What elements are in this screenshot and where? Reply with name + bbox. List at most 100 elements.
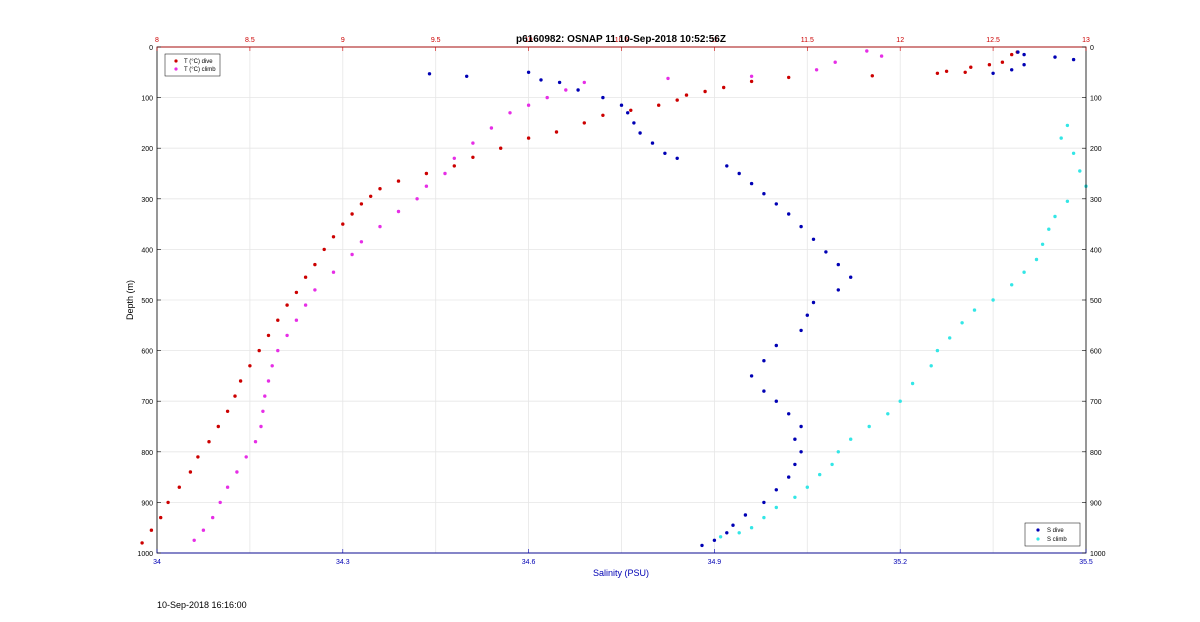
data-point [1071,57,1076,62]
data-point [244,455,248,459]
axis-ticks: 0 0 100 100 200 200 300 300 400 400 500 500 600 600 70… [137,37,1105,566]
data-point [424,171,429,176]
data-point [526,136,531,140]
series-t-c-climb [192,49,884,542]
bottom-tick-label: 34 [153,559,161,566]
data-point [805,485,809,489]
data-point [225,409,230,413]
top-tick-label: 8 [155,37,159,44]
data-point [1047,227,1051,231]
legend-marker-t-climb [174,67,178,71]
top-tick-label: 13 [1082,37,1090,44]
data-point [526,103,531,107]
series-layer [140,49,1088,548]
data-point [508,111,512,115]
y-tick-label-right: 0 [1090,45,1094,52]
data-point [799,328,803,333]
data-point [787,412,791,416]
y-tick-label: 500 [141,298,153,305]
data-point [836,262,840,267]
data-point [774,488,778,492]
data-point [1078,169,1082,173]
data-point [294,318,299,322]
data-point [427,72,432,76]
data-point [601,113,605,118]
top-tick-label: 10 [525,37,533,44]
data-point [1022,52,1026,57]
data-point [350,252,354,257]
legend-label-s-dive: S dive [1047,528,1064,534]
data-point [929,364,933,368]
data-point [712,538,717,542]
data-point [762,500,766,505]
data-point [666,76,670,81]
series-s-dive [427,50,1076,548]
y-tick-label: 1000 [137,551,153,558]
data-point [879,54,884,58]
data-point [774,505,778,510]
data-point [238,379,243,383]
data-point [849,275,853,279]
data-point [1065,123,1070,128]
legend-label-t-dive: T (°C) dive [184,59,213,65]
data-point [266,333,271,338]
data-point [836,288,840,292]
data-point [762,389,766,393]
y-tick-label-right: 200 [1090,146,1102,153]
data-point [225,485,230,489]
data-point [350,212,354,216]
data-point [824,250,828,254]
data-point [582,80,586,85]
y-tick-label-right: 1000 [1090,551,1106,558]
series-s-climb [718,123,1088,539]
top-tick-label: 10.5 [615,37,629,44]
data-point [285,333,289,338]
y-tick-label: 700 [141,399,153,406]
y-tick-label-right: 600 [1090,349,1102,356]
data-point [991,71,995,76]
data-point [257,348,261,353]
data-point [805,313,809,317]
data-point [396,179,401,183]
data-point [626,111,630,115]
grid [156,46,1087,554]
data-point [253,440,258,444]
data-point [539,78,543,82]
data-point [159,515,163,520]
data-point [270,364,274,368]
data-point [749,181,754,186]
data-point [675,98,679,102]
y-tick-label: 400 [141,247,153,254]
data-point [774,343,778,348]
data-point [1059,136,1063,140]
data-point [991,298,995,302]
data-point [276,318,280,322]
data-point [749,79,754,84]
y-tick-label: 0 [149,45,153,52]
data-point [166,500,170,505]
data-point [415,197,419,201]
data-point [452,156,456,160]
data-point [774,202,778,206]
data-point [650,141,655,145]
data-point [378,224,382,229]
legend-marker-s-dive [1036,528,1040,532]
data-point [341,222,345,226]
bottom-tick-label: 34.3 [336,559,350,566]
data-point [830,462,834,467]
footer-timestamp: 10-Sep-2018 16:16:00 [157,600,247,610]
data-point [657,103,661,107]
data-point [452,164,456,168]
data-point [787,212,791,216]
data-point [944,69,949,74]
data-point [526,70,531,75]
legend-label-s-climb: S climb [1047,537,1067,543]
data-point [259,424,263,429]
data-point [963,70,967,75]
y-tick-label: 100 [141,96,153,103]
data-point [1022,62,1026,67]
y-tick-label: 600 [141,349,153,356]
data-point [849,437,853,441]
bottom-tick-label: 34.9 [708,559,722,566]
data-point [545,95,549,100]
